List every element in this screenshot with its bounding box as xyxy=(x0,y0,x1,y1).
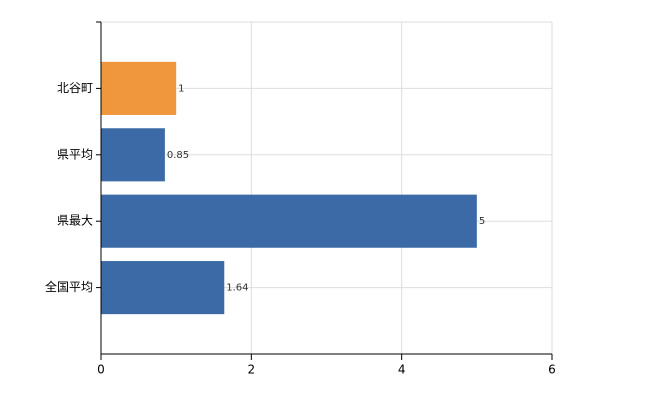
bar xyxy=(101,261,225,315)
bar xyxy=(101,128,165,182)
x-tick-label: 4 xyxy=(398,363,406,377)
bar xyxy=(101,194,477,248)
data-label: 0.85 xyxy=(167,150,189,161)
bar xyxy=(101,61,177,115)
y-tick-label: 県最大 xyxy=(57,214,93,228)
data-label: 1.64 xyxy=(226,283,248,294)
data-label: 5 xyxy=(479,216,485,227)
x-tick-label: 6 xyxy=(548,363,556,377)
data-label: 1 xyxy=(178,83,184,94)
y-tick-label: 全国平均 xyxy=(45,279,93,294)
y-tick-label: 県平均 xyxy=(57,147,93,161)
x-tick-label: 2 xyxy=(248,363,256,377)
x-tick-label: 0 xyxy=(97,363,105,377)
y-tick-label: 北谷町 xyxy=(57,81,93,95)
